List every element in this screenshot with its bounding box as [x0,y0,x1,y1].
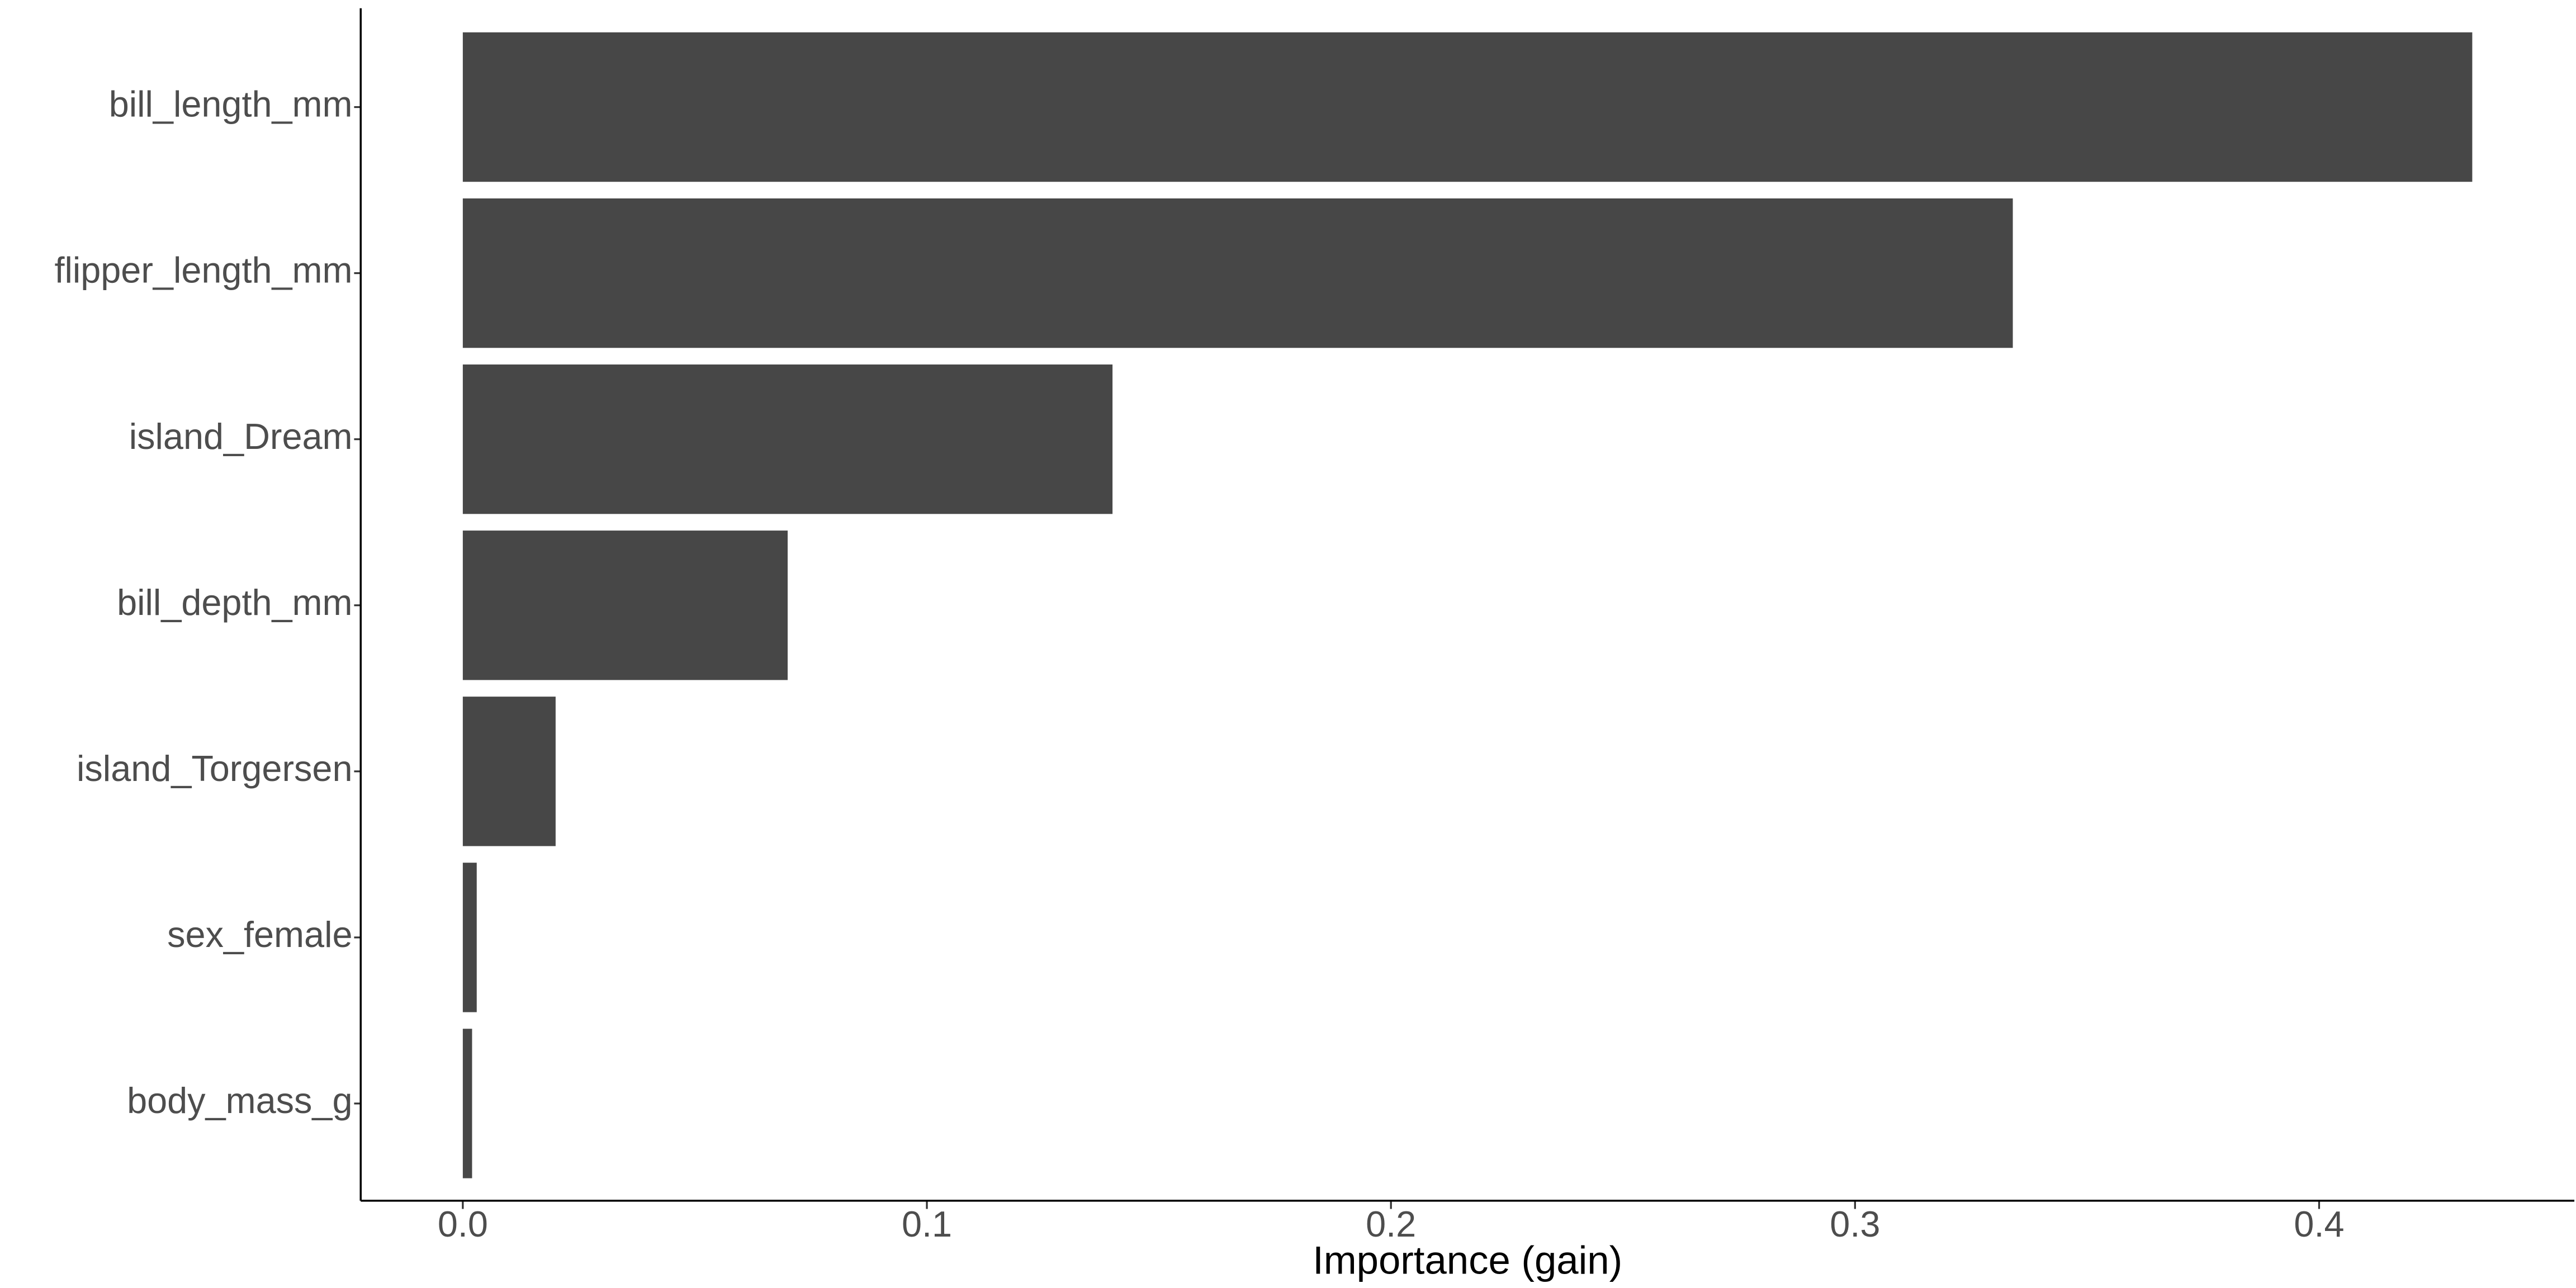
x-tick-label: 0.4 [2294,1204,2344,1244]
x-tick-label: 0.0 [438,1204,488,1244]
bar [462,364,1113,514]
x-tick-label: 0.3 [1830,1204,1880,1244]
y-tick-label: bill_depth_mm [117,582,352,623]
x-tick-label: 0.2 [1366,1204,1416,1244]
y-tick-label: sex_female [167,914,352,955]
bar [462,32,2473,182]
bar [462,531,788,680]
y-tick-label: island_Dream [129,416,353,457]
bar [462,697,556,846]
y-tick-label: body_mass_g [127,1080,352,1121]
bar [462,1029,472,1178]
bar [462,863,477,1012]
x-axis-title: Importance (gain) [1313,1238,1622,1282]
bar [462,198,2013,348]
y-tick-label: island_Torgersen [77,748,352,789]
x-tick-label: 0.1 [902,1204,952,1244]
y-tick-label: bill_length_mm [109,84,353,125]
y-tick-label: flipper_length_mm [54,250,352,291]
